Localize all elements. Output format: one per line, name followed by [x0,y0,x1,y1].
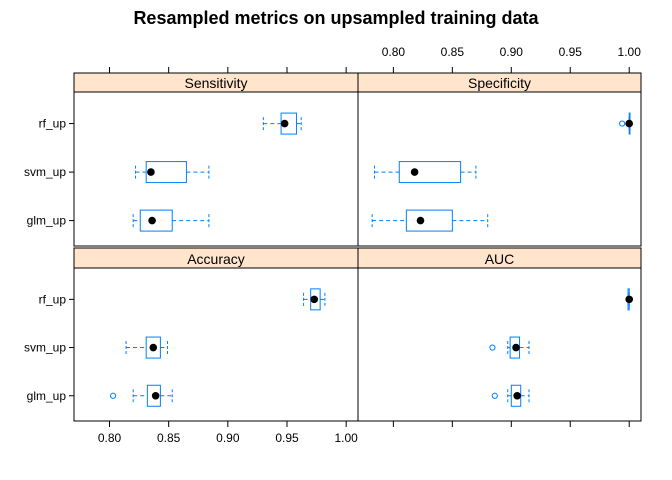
panel-strip-label: Sensitivity [184,75,247,91]
category-label: rf_up [39,292,67,306]
median-point-glm_up [148,216,156,225]
median-point-svm_up [149,343,158,352]
box-svm_up [145,336,161,359]
panel-strip-label: Specificity [468,75,531,91]
median-point-glm_up [513,391,521,400]
panel-frame [73,91,359,247]
median-point-rf_up [625,295,634,304]
median-point-glm_up [151,391,160,400]
outlier-point [619,120,626,127]
median-point-rf_up [310,295,319,304]
chart-marks: rf_up svm_up glm_up rf_up svm_up glm_up 0.80 0.… [24,45,641,445]
chart-title: Resampled metrics on upsampled training … [133,8,539,28]
category-label: svm_up [24,165,66,179]
panel-strip-label: Accuracy [187,251,245,267]
median-point-glm_up [416,216,425,225]
x-tick-label-bottom: 0.95 [275,431,299,445]
category-label: svm_up [24,341,66,355]
x-tick-label-top: 1.00 [618,45,642,59]
box-svm_up [145,161,187,184]
outlier-point [109,392,117,399]
panel-frame [73,267,359,422]
median-point-rf_up [280,119,289,128]
box-glm_up [139,209,173,232]
x-tick-label-top: 0.90 [500,45,524,59]
x-tick-label-top: 0.95 [559,45,583,59]
category-label: rf_up [39,117,67,131]
category-label: glm_up [27,389,67,403]
box-glm_up [146,384,161,407]
panel-frame [357,267,642,422]
panel-frames: Sensitivity Specificity Accuracy AUC [73,72,642,422]
outlier-point [489,344,496,351]
category-label: glm_up [27,214,67,228]
box-glm_up [405,209,453,232]
outlier-point [491,392,498,399]
panel-strip-label: AUC [485,251,515,267]
median-point-svm_up [410,168,419,176]
median-point-svm_up [512,343,520,352]
x-tick-label-bottom: 0.80 [98,431,122,445]
x-tick-label-bottom: 1.00 [334,431,358,445]
x-tick-label-bottom: 0.90 [216,431,240,445]
x-tick-label-top: 0.80 [382,45,406,59]
median-point-svm_up [147,168,155,176]
panel-frame [357,91,642,247]
x-tick-label-top: 0.85 [441,45,465,59]
median-point-rf_up [625,119,634,128]
x-tick-label-bottom: 0.85 [157,431,181,445]
box-svm_up [398,161,462,184]
